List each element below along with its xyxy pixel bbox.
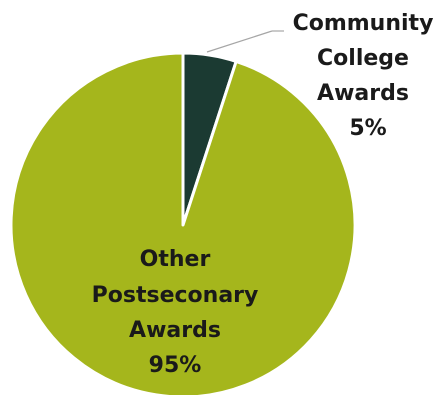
pie-slices (9, 51, 357, 395)
community-label-line-2: College (317, 46, 409, 71)
other-label-line-1: Other (140, 247, 211, 272)
leader-line-segment (206, 30, 273, 53)
community-label-line-3: Awards (317, 81, 409, 106)
community-value-label: 5% (349, 116, 386, 141)
other-label-line-3: Awards (129, 318, 221, 343)
pie-slice-other-postsecondary (9, 51, 357, 395)
other-value-label: 95% (149, 353, 202, 378)
other-label-line-2: Postseconary (92, 283, 259, 308)
community-label-line-1: Community (293, 11, 434, 36)
